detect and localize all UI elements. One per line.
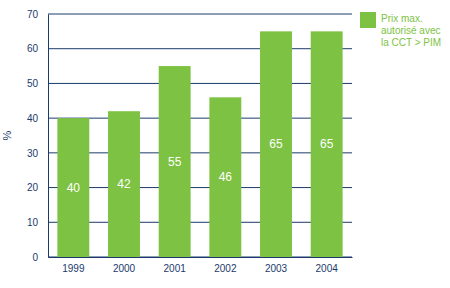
y-axis-line xyxy=(48,15,49,258)
chart: 0 10 20 30 40 50 60 70% 1999 2000 2001 2002 2003 2004… xyxy=(0,0,450,288)
grid-line xyxy=(48,187,352,188)
grid-line xyxy=(48,257,352,258)
y-tick: 70 xyxy=(27,9,48,20)
y-tick-label: 10 xyxy=(27,217,39,228)
grid-line xyxy=(48,118,352,119)
grid-line xyxy=(48,14,352,15)
bar xyxy=(57,118,89,257)
grid-line xyxy=(48,48,352,49)
y-axis-title: % xyxy=(1,130,13,140)
data-label: 65 xyxy=(320,137,334,151)
bars xyxy=(57,31,342,257)
x-tick: 1999 xyxy=(62,257,85,274)
y-tick-label: 20 xyxy=(27,182,39,193)
y-tick: 50 xyxy=(27,78,48,89)
y-tick-label: 0 xyxy=(32,252,38,263)
x-tick-label: 2001 xyxy=(164,263,187,274)
grid-line xyxy=(48,83,352,84)
y-tick: 40 xyxy=(27,113,48,124)
x-tick: 2003 xyxy=(265,257,288,274)
bar xyxy=(311,31,343,257)
y-tick-label: 70 xyxy=(27,9,39,20)
x-tick-label: 2003 xyxy=(265,263,288,274)
y-tick: 10 xyxy=(27,217,48,228)
data-labels: 40 42 55 46 65 65 xyxy=(67,137,334,194)
x-axis: 1999 2000 2001 2002 2003 2004 xyxy=(49,257,353,274)
x-tick: 2001 xyxy=(164,257,187,274)
y-tick-label: 40 xyxy=(27,113,39,124)
x-tick: 2004 xyxy=(316,257,339,274)
bar xyxy=(260,31,292,257)
data-label: 42 xyxy=(117,177,131,191)
grid-line xyxy=(48,222,352,223)
x-axis-line xyxy=(49,257,353,258)
y-tick-label: 50 xyxy=(27,78,39,89)
legend-swatch xyxy=(360,12,376,28)
y-tick: 20 xyxy=(27,182,48,193)
data-label: 55 xyxy=(168,155,182,169)
bar xyxy=(108,111,140,257)
grid xyxy=(48,14,352,257)
y-tick: 30 xyxy=(27,148,48,159)
y-tick: 0 xyxy=(32,252,48,263)
data-label: 65 xyxy=(269,137,283,151)
y-tick: 60 xyxy=(27,43,48,54)
y-axis: 0 10 20 30 40 50 60 70 xyxy=(27,9,49,263)
x-tick-label: 1999 xyxy=(62,263,85,274)
legend-label: Prix max.autorisé avecla CCT > PIM xyxy=(381,13,441,48)
x-tick: 2000 xyxy=(113,257,136,274)
y-tick-label: 30 xyxy=(27,148,39,159)
data-label: 46 xyxy=(219,170,233,184)
legend: Prix max.autorisé avecla CCT > PIM xyxy=(360,12,441,48)
data-label: 40 xyxy=(67,181,81,195)
x-tick-label: 2002 xyxy=(214,263,237,274)
grid-line xyxy=(48,152,352,153)
x-tick-label: 2000 xyxy=(113,263,136,274)
x-tick-label: 2004 xyxy=(316,263,339,274)
x-tick: 2002 xyxy=(214,257,237,274)
y-tick-label: 60 xyxy=(27,43,39,54)
bar xyxy=(159,66,191,257)
bar xyxy=(209,97,241,257)
